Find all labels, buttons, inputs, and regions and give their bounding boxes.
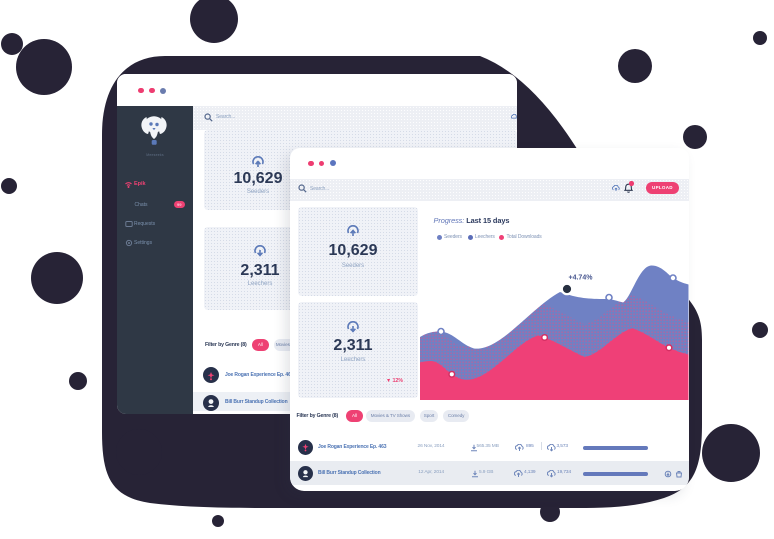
svg-text:+4.74%: +4.74% <box>569 274 594 281</box>
